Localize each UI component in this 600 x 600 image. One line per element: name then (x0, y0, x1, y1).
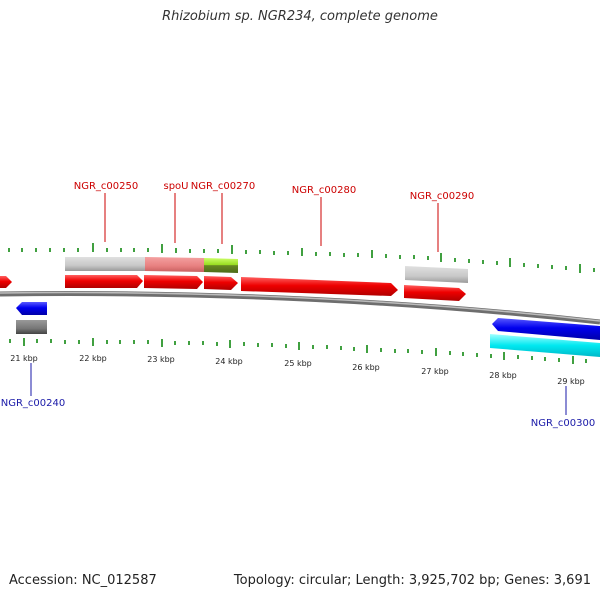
bottom-label-leaders (30, 363, 567, 415)
gene-label-ngr-c00250[interactable]: NGR_c00250 (74, 181, 139, 192)
feature-bar-dark-gray[interactable] (16, 320, 47, 334)
kbp-label: 26 kbp (352, 363, 380, 372)
upper-tick-track (8, 243, 595, 273)
gene-label-ngr-c00240[interactable]: NGR_c00240 (1, 398, 66, 409)
accession-text: Accession: NC_012587 (9, 573, 157, 588)
kbp-label: 27 kbp (421, 367, 449, 376)
genome-title: Rhizobium sp. NGR234, complete genome (162, 9, 438, 24)
gene-arrow-ngr-c00280[interactable] (241, 277, 398, 296)
gene-label-ngr-c00300[interactable]: NGR_c00300 (531, 418, 596, 429)
kbp-label: 23 kbp (147, 355, 175, 364)
bottom-gene-labels: NGR_c00240 NGR_c00300 (1, 398, 596, 429)
forward-genes (0, 275, 466, 301)
gene-label-ngr-c00280[interactable]: NGR_c00280 (292, 185, 357, 196)
kbp-label: 24 kbp (215, 357, 243, 366)
lower-tick-track (9, 338, 587, 364)
annotation-bars-upper (65, 257, 468, 283)
kbp-label: 22 kbp (79, 354, 107, 363)
top-gene-labels: NGR_c00250 spoU NGR_c00270 NGR_c00280 NG… (74, 181, 475, 202)
gene-arrow-spou[interactable] (144, 275, 203, 289)
kbp-label: 28 kbp (489, 371, 517, 380)
gene-arrow-ngr-c00250[interactable] (65, 275, 143, 288)
top-label-leaders (104, 193, 439, 252)
genome-backbone-highlight (0, 291, 600, 322)
kbp-label: 21 kbp (10, 354, 38, 363)
feature-bar-cyan[interactable] (490, 334, 600, 357)
gene-arrow-ngr-c00240[interactable] (16, 302, 47, 315)
feature-bar-gray-2[interactable] (405, 266, 468, 283)
genome-backbone (0, 291, 600, 325)
kbp-label: 25 kbp (284, 359, 312, 368)
gene-arrow-ngr-c00270[interactable] (204, 276, 238, 290)
gene-arrow-ngr-c00300[interactable] (492, 318, 600, 340)
feature-bar-pink[interactable] (145, 257, 204, 272)
feature-bar-green[interactable] (204, 258, 238, 273)
genome-summary-text: Topology: circular; Length: 3,925,702 bp… (233, 573, 591, 588)
gene-label-ngr-c00270[interactable]: NGR_c00270 (191, 181, 256, 192)
kbp-scale-labels: 21 kbp 22 kbp 23 kbp 24 kbp 25 kbp 26 kb… (10, 354, 585, 386)
gene-label-ngr-c00290[interactable]: NGR_c00290 (410, 191, 475, 202)
feature-bar-gray[interactable] (65, 257, 145, 271)
gene-arrow-ngr-c00290[interactable] (404, 285, 466, 301)
kbp-label: 29 kbp (557, 377, 585, 386)
reverse-genes (16, 302, 600, 357)
gene-arrow-left-edge[interactable] (0, 276, 12, 288)
gene-label-spou[interactable]: spoU (164, 181, 189, 192)
